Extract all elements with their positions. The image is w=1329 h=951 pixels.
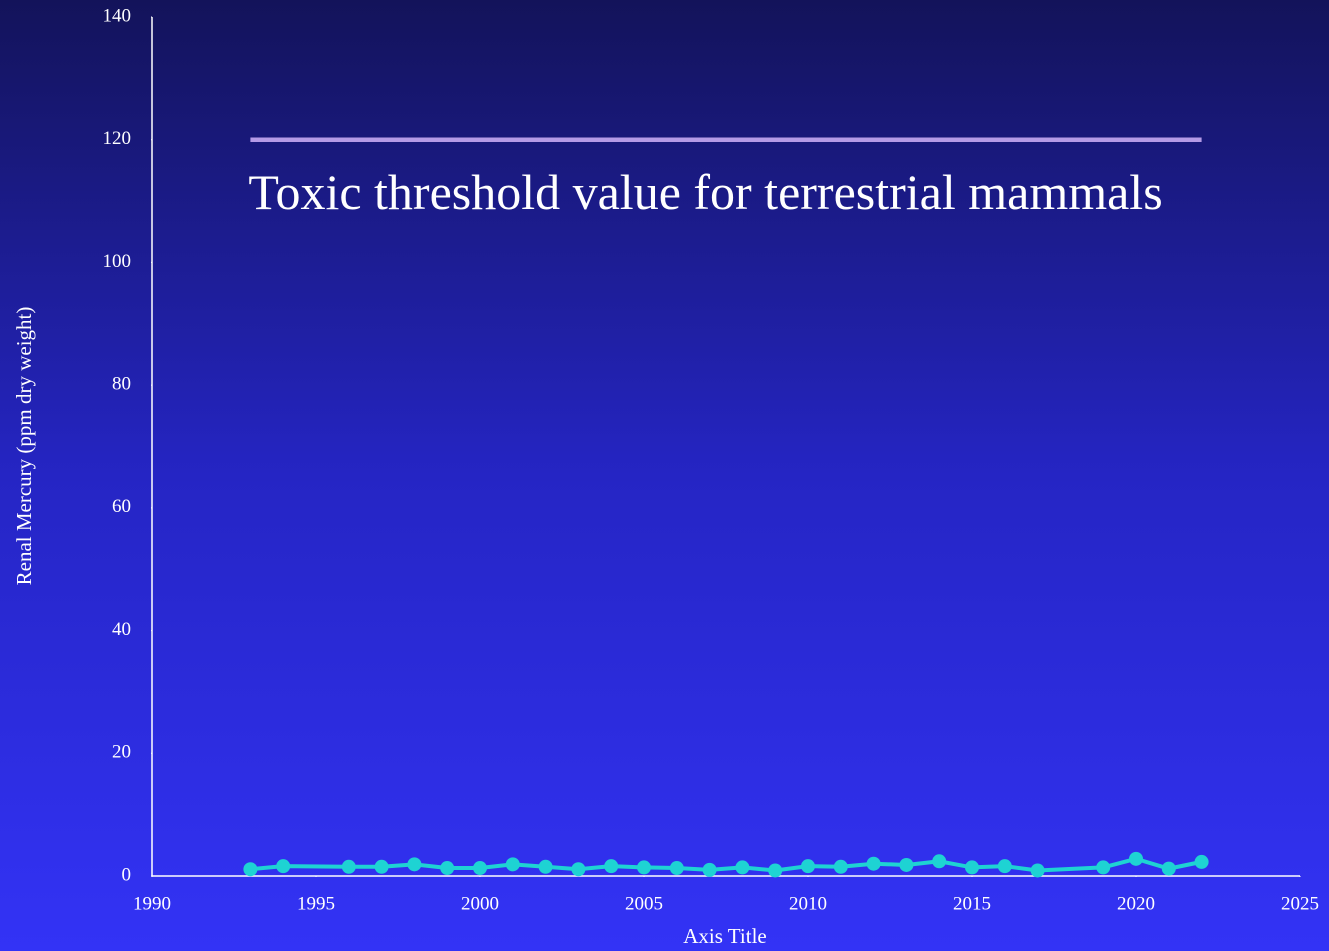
data-point bbox=[538, 859, 553, 874]
data-point bbox=[1161, 861, 1176, 876]
x-tick-label: 2010 bbox=[789, 893, 827, 914]
y-tick-label: 140 bbox=[103, 5, 132, 26]
data-point bbox=[473, 861, 487, 876]
y-tick-label: 40 bbox=[112, 619, 131, 640]
annotation: Toxic threshold value for terrestrial ma… bbox=[248, 164, 1162, 220]
y-tick-label: 60 bbox=[112, 496, 131, 517]
x-tick-label: 1995 bbox=[297, 893, 335, 914]
x-tick-label: 2015 bbox=[953, 893, 991, 914]
data-point bbox=[243, 862, 258, 877]
x-tick-label: 2020 bbox=[1117, 893, 1155, 914]
data-point bbox=[571, 862, 586, 877]
data-point bbox=[341, 859, 356, 874]
series-line bbox=[250, 856, 1203, 873]
x-tick-label: 2025 bbox=[1281, 893, 1319, 914]
data-point bbox=[1096, 860, 1111, 875]
data-point bbox=[604, 859, 619, 874]
y-tick-label: 20 bbox=[112, 742, 131, 763]
data-point bbox=[440, 861, 455, 876]
data-point bbox=[735, 860, 750, 875]
data-point bbox=[768, 863, 783, 878]
data-point bbox=[1194, 854, 1209, 869]
x-axis-title: Axis Title bbox=[683, 924, 766, 948]
y-tick-label: 100 bbox=[103, 251, 132, 272]
data-point bbox=[997, 859, 1012, 874]
data-point bbox=[1129, 851, 1143, 866]
data-point bbox=[866, 856, 881, 871]
data-point bbox=[899, 857, 914, 872]
y-tick-label: 80 bbox=[112, 374, 131, 395]
data-point bbox=[1030, 863, 1045, 878]
data-point bbox=[932, 854, 947, 869]
data-point bbox=[965, 860, 979, 875]
data-point bbox=[374, 859, 389, 874]
data-point bbox=[407, 857, 422, 872]
x-tick-label: 2005 bbox=[625, 893, 663, 914]
y-axis-title: Renal Mercury (ppm dry weight) bbox=[12, 307, 36, 586]
data-point bbox=[702, 862, 717, 877]
data-point bbox=[637, 860, 651, 875]
data-point bbox=[505, 857, 520, 872]
x-tick-label: 1990 bbox=[133, 893, 171, 914]
data-point bbox=[669, 861, 684, 876]
data-point bbox=[276, 859, 291, 874]
y-tick-label: 120 bbox=[103, 128, 132, 149]
y-tick-label: 0 bbox=[122, 864, 132, 885]
data-point bbox=[833, 859, 848, 874]
data-point bbox=[801, 859, 815, 874]
x-tick-label: 2000 bbox=[461, 893, 499, 914]
